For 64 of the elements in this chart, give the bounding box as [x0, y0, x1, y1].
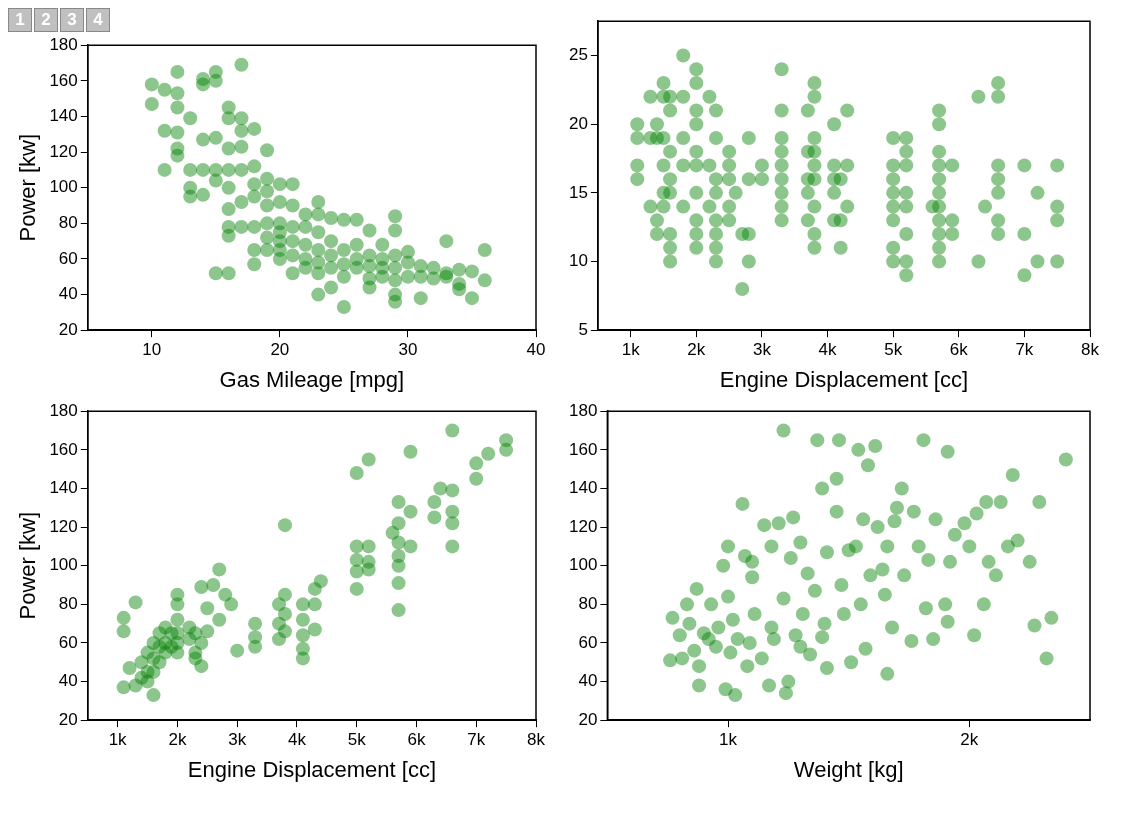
y-axis-title: Power [kw]	[15, 511, 41, 620]
y-tick-label: 140	[49, 106, 78, 126]
x-tick-label: 7k	[467, 730, 486, 750]
y-tick-label: 10	[568, 251, 588, 271]
y-tick-label: 160	[568, 439, 598, 459]
x-tick-label: 7k	[1015, 340, 1034, 360]
x-tick-label: 3k	[228, 730, 247, 750]
x-tick-label: 2k	[687, 340, 706, 360]
y-tick-label: 140	[568, 478, 598, 498]
y-tick-label: 20	[58, 319, 78, 339]
y-tick-label: 180	[49, 400, 78, 420]
y-tick-label: 15	[568, 182, 588, 202]
x-axis-title: Engine Displacement [cc]	[187, 756, 436, 782]
y-tick-label: 40	[578, 671, 598, 691]
y-tick-label: 100	[49, 177, 78, 197]
text: 1	[8, 8, 32, 32]
y-tick-label: 20	[568, 113, 588, 133]
y-tick-label: 120	[568, 516, 598, 536]
y-tick-label: 60	[58, 632, 78, 652]
text: 2	[34, 8, 58, 32]
y-tick-label: 20	[578, 709, 598, 729]
y-tick-label: 140	[49, 478, 78, 498]
x-tick-label: 2k	[168, 730, 187, 750]
x-axis-title: Engine Displacement [cc]	[719, 366, 969, 392]
x-tick-label: 10	[142, 340, 162, 360]
x-axis-title: Weight [kg]	[793, 756, 904, 782]
y-tick-label: 80	[58, 213, 78, 233]
x-tick-label: 1k	[719, 730, 738, 750]
x-tick-label: 1k	[621, 340, 641, 360]
x-tick-label: 1k	[108, 730, 128, 750]
y-tick-label: 120	[49, 516, 78, 536]
text: 3	[60, 8, 84, 32]
x-tick-label: 8k	[1081, 340, 1100, 360]
x-tick-label: 6k	[949, 340, 969, 360]
x-tick-label: 5k	[884, 340, 903, 360]
x-tick-label: 5k	[347, 730, 367, 750]
x-tick-label: 20	[270, 340, 290, 360]
y-tick-label: 100	[49, 555, 78, 575]
x-tick-label: 4k	[818, 340, 838, 360]
x-tick-label: 4k	[287, 730, 307, 750]
x-tick-label: 8k	[527, 730, 546, 750]
y-tick-label: 160	[49, 439, 78, 459]
y-tick-label: 80	[578, 594, 598, 614]
y-tick-label: 40	[58, 284, 78, 304]
x-tick-label: 3k	[752, 340, 772, 360]
x-tick-label: 40	[526, 340, 546, 360]
y-tick-label: 120	[49, 141, 78, 161]
y-tick-label: 160	[49, 70, 78, 90]
y-tick-label: 100	[568, 555, 598, 575]
y-tick-label: 80	[58, 594, 78, 614]
y-tick-label: 180	[49, 34, 78, 54]
x-tick-label: 30	[398, 340, 418, 360]
y-axis-title: Power [kw]	[15, 133, 41, 242]
text: 4	[86, 8, 110, 32]
y-tick-label: 60	[58, 248, 78, 268]
y-tick-label: 40	[58, 671, 78, 691]
y-tick-label: 20	[58, 709, 78, 729]
y-tick-label: 60	[578, 632, 598, 652]
y-tick-label: 25	[568, 45, 588, 65]
x-axis-title: Gas Mileage [mpg]	[219, 366, 405, 392]
y-tick-label: 5	[578, 319, 588, 339]
x-tick-label: 2k	[960, 730, 979, 750]
y-tick-label: 180	[568, 400, 598, 420]
x-tick-label: 6k	[407, 730, 426, 750]
